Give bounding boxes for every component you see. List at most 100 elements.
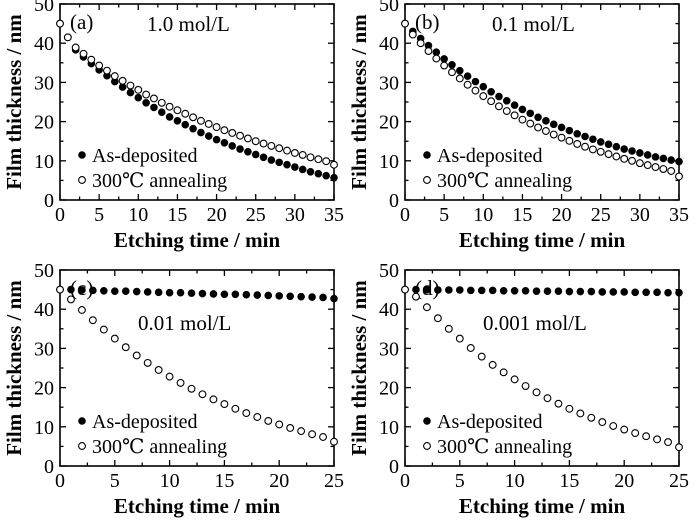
annealing-point [433, 314, 442, 323]
as-deposited-point [495, 92, 503, 101]
y-tick-label: 0 [389, 190, 399, 212]
as-deposited-point [636, 149, 644, 157]
as-deposited-point [659, 154, 668, 163]
x-tick-label: 5 [110, 470, 120, 492]
annealing-point [286, 424, 295, 432]
annealing-point [466, 344, 475, 352]
as-deposited-point [251, 150, 260, 159]
as-deposited-point [198, 289, 207, 298]
annealing-point [103, 66, 111, 75]
as-deposited-point [308, 293, 316, 301]
annealing-point [518, 115, 527, 124]
annealing-point [463, 80, 472, 89]
annealing-point [604, 150, 613, 159]
x-tick-label: 25 [246, 204, 266, 226]
annealing-point [455, 334, 464, 343]
annealing-point [487, 97, 496, 106]
annealing-point [565, 136, 574, 145]
as-deposited-point [565, 126, 574, 135]
as-deposited-point [609, 288, 618, 296]
chart-panel-a: 0 5 10 15 20 25 30 35 0 10 20 30 40 50 Etching time / … [2, 0, 344, 252]
y-tick-label: 50 [34, 260, 54, 282]
annealing-point [99, 325, 108, 334]
annealing-point [132, 351, 141, 360]
annealing-point [573, 139, 582, 148]
y-tick-label: 0 [389, 456, 399, 478]
x-tick-label: 25 [591, 204, 611, 226]
y-axis-title: Film thickness / nm [347, 280, 371, 456]
as-deposited-point [499, 286, 508, 295]
y-tick-label: 20 [379, 378, 399, 400]
annealing-point [596, 147, 605, 156]
as-deposited-point [675, 288, 683, 297]
legend-marker [423, 151, 431, 159]
as-deposited-point [197, 128, 205, 137]
as-deposited-point [244, 147, 252, 156]
annealing-point [499, 368, 508, 377]
as-deposited-point [143, 288, 152, 296]
as-deposited-point [479, 82, 488, 91]
x-tick-label: 10 [473, 204, 493, 226]
y-tick-label: 10 [379, 417, 399, 439]
annealing-point [253, 413, 262, 421]
legend-label: As-deposited [437, 145, 543, 167]
as-deposited-point [596, 138, 605, 146]
x-axis-title: Etching time / min [459, 228, 626, 252]
annealing-point [479, 92, 488, 101]
annealing-point [440, 61, 449, 70]
x-axis-title: Etching time / min [114, 228, 281, 252]
annealing-point [477, 352, 486, 361]
as-deposited-point [518, 105, 527, 114]
as-deposited-point [598, 288, 607, 296]
annealing-point [297, 427, 306, 436]
annealing-point [283, 146, 291, 155]
legend-marker [423, 417, 431, 425]
annealing-point [432, 54, 441, 63]
annealing-point [126, 81, 135, 90]
as-deposited-point [204, 132, 213, 140]
as-deposited-point [543, 287, 552, 295]
as-deposited-point [542, 117, 550, 125]
as-deposited-point [631, 288, 639, 297]
annealing-point [56, 19, 64, 28]
annealing-point [209, 395, 218, 404]
annealing-point [510, 375, 519, 384]
as-deposited-point [455, 66, 464, 75]
annealing-point [154, 366, 163, 374]
annealing-point [143, 358, 152, 367]
y-axis-title: Film thickness / nm [2, 280, 26, 456]
as-deposited-point [667, 156, 675, 164]
legend-marker [423, 176, 431, 184]
annealing-point [541, 127, 550, 135]
annealing-point [204, 120, 213, 128]
as-deposited-point [212, 135, 221, 144]
as-deposited-point [463, 72, 472, 80]
y-tick-label: 50 [379, 0, 399, 16]
annealing-point [581, 142, 590, 151]
annealing-point [401, 19, 409, 28]
annealing-point [532, 388, 541, 397]
as-deposited-point [89, 286, 97, 295]
x-tick-label: 15 [512, 204, 532, 226]
as-deposited-point [664, 288, 672, 297]
annealing-point [598, 418, 607, 427]
annealing-point [251, 137, 260, 146]
annealing-point [71, 43, 80, 52]
y-tick-label: 20 [34, 112, 54, 134]
y-tick-label: 20 [379, 112, 399, 134]
annealing-point [231, 404, 240, 413]
legend-marker [78, 417, 86, 425]
as-deposited-point [154, 288, 163, 297]
annealing-point [77, 306, 86, 314]
annealing-point [565, 404, 574, 413]
annealing-point [659, 165, 668, 173]
as-deposited-point [165, 288, 174, 297]
as-deposited-point [297, 292, 305, 301]
annealing-point [401, 285, 409, 294]
annealing-point [488, 360, 497, 369]
annealing-point [455, 74, 464, 83]
as-deposited-point [643, 151, 652, 159]
as-deposited-point [283, 160, 291, 169]
x-tick-label: 0 [55, 204, 65, 226]
x-axis-title: Etching time / min [114, 494, 281, 518]
